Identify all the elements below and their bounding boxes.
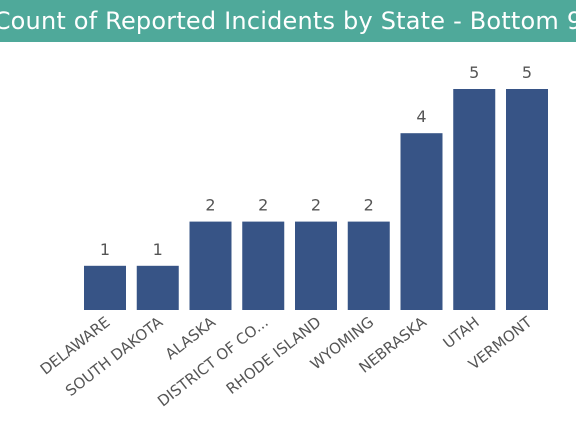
- chart-title: Count of Reported Incidents by State - B…: [0, 7, 576, 35]
- data-label-alaska: 2: [205, 196, 215, 215]
- bar-district-of-co[interactable]: [242, 221, 285, 310]
- data-labels-group: 1 1 2 2 2 2 4 5 5: [100, 63, 532, 259]
- data-label-district-of-co: 2: [258, 196, 268, 215]
- bar-vermont[interactable]: [506, 89, 548, 310]
- data-label-delaware: 1: [100, 240, 110, 259]
- data-label-nebraska: 4: [416, 107, 426, 126]
- bar-south-dakota[interactable]: [136, 265, 179, 310]
- bars-group: [84, 89, 548, 310]
- data-label-vermont: 5: [522, 63, 532, 82]
- category-label-rhode-island: RHODE ISLAND: [223, 313, 325, 398]
- bar-nebraska[interactable]: [400, 133, 443, 310]
- bar-rhode-island[interactable]: [295, 221, 337, 310]
- bar-wyoming[interactable]: [347, 221, 390, 310]
- category-label-south-dakota: SOUTH DAKOTA: [62, 313, 167, 400]
- category-label-utah: UTAH: [440, 313, 483, 352]
- data-label-rhode-island: 2: [311, 196, 321, 215]
- bar-utah[interactable]: [453, 89, 496, 310]
- data-label-wyoming: 2: [364, 196, 374, 215]
- bar-delaware[interactable]: [84, 265, 126, 310]
- data-label-south-dakota: 1: [153, 240, 163, 259]
- bar-alaska[interactable]: [189, 221, 232, 310]
- data-label-utah: 5: [469, 63, 479, 82]
- chart-title-bar: Count of Reported Incidents by State - B…: [0, 0, 576, 42]
